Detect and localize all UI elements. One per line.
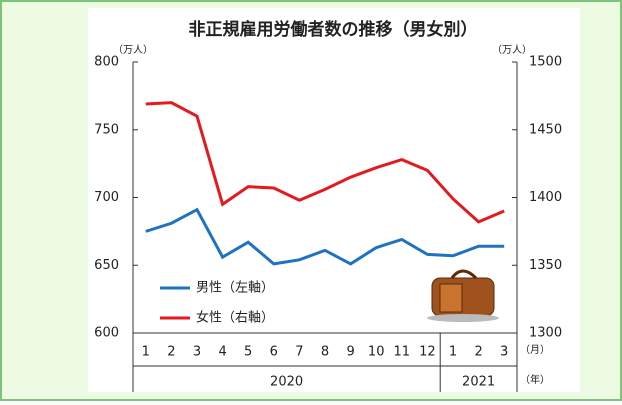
bag-icon <box>427 269 499 322</box>
x-tick-label: 3 <box>500 345 508 360</box>
x-tick-label: 1 <box>449 345 457 360</box>
x-tick-label: 8 <box>321 345 329 360</box>
x-tick-label: 12 <box>419 345 436 360</box>
legend-label: 女性（右軸） <box>196 310 274 326</box>
x-tick-label: 4 <box>218 345 226 360</box>
y2-tick-label: 1400 <box>529 190 562 205</box>
y2-tick-label: 1450 <box>529 122 562 137</box>
y-unit: （万人） <box>113 44 153 56</box>
x-tick-label: 9 <box>346 345 354 360</box>
year-unit: （年） <box>520 373 550 386</box>
x-tick-label: 2 <box>474 345 482 360</box>
series-line <box>145 101 505 224</box>
x-tick-label: 7 <box>295 345 303 360</box>
legend-label: 男性（左軸） <box>196 281 274 296</box>
x-tick-label: 3 <box>193 345 201 360</box>
y2-unit: （万人） <box>492 44 532 56</box>
x-tick-label: 1 <box>142 345 150 360</box>
chart-title: 非正規雇用労働者数の推移（男女別） <box>189 19 478 40</box>
x-tick-label: 6 <box>270 345 278 360</box>
x-tick-label: 11 <box>394 345 411 360</box>
y-tick-label: 600 <box>94 326 119 341</box>
x-unit: （月） <box>520 344 550 356</box>
x-tick-label: 2 <box>167 345 175 360</box>
y2-tick-label: 1350 <box>529 258 562 273</box>
chart-panel <box>88 8 580 392</box>
y2-tick-label: 1300 <box>529 326 562 341</box>
x-tick-label: 10 <box>368 345 385 360</box>
y-tick-label: 750 <box>94 122 119 137</box>
x-tick-label: 5 <box>244 345 252 360</box>
year-label: 2021 <box>462 375 495 390</box>
year-label: 2020 <box>270 375 303 390</box>
y-tick-label: 650 <box>94 258 119 273</box>
series-line <box>145 207 505 266</box>
y-tick-label: 700 <box>94 190 119 205</box>
y2-tick-label: 1500 <box>529 55 562 70</box>
y-tick-label: 800 <box>94 55 119 70</box>
